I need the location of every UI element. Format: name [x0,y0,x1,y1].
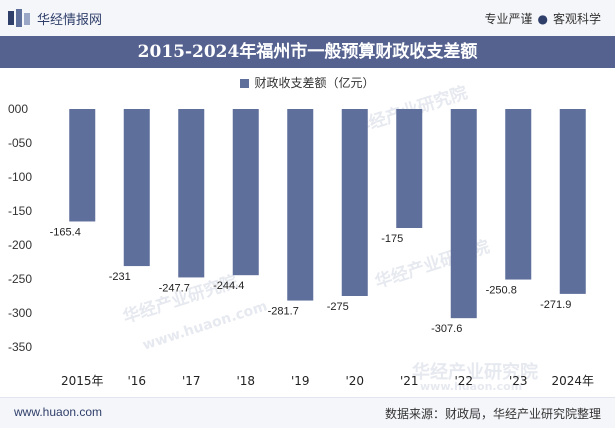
bar [396,109,423,228]
x-tick-label: 2024年 [551,374,594,388]
legend-swatch [240,79,250,88]
legend-label: 财政收支差额（亿元） [254,76,375,90]
bar [559,109,586,294]
bar [287,109,314,301]
x-tick-label: '19 [291,374,310,388]
y-tick-label: -250 [8,272,32,286]
data-label: -247.7 [159,282,190,294]
footer-bar: www.huaon.com 数据来源：财政局，华经产业研究院整理 [0,397,615,428]
tagline-right: 客观科学 [552,12,601,26]
tagline-left: 专业严谨 [484,12,533,26]
chart-title: 2015-2024年福州市一般预算财政收支差额 [0,36,615,68]
bar [341,109,368,296]
bar [505,109,532,280]
y-tick-label: 000 [8,102,28,116]
data-label: -244.4 [213,280,244,292]
data-label: -275 [327,301,349,313]
data-label: -281.7 [268,306,299,318]
data-label: -271.9 [540,299,571,311]
y-tick-label: -300 [8,306,32,320]
y-tick-label: -050 [8,136,32,150]
brand-name: 华经情报网 [37,13,103,28]
bar-chart: 000 -050 -100 -150 -200 -250 -300 -350 -165.4 201… [8,102,594,388]
x-tick-label: '17 [182,374,201,388]
data-label: -175 [381,233,403,245]
data-label: -165.4 [50,226,81,238]
bar [232,109,259,276]
bar [69,109,96,222]
y-tick-label: -100 [8,170,32,184]
x-tick-label: '22 [454,374,473,388]
bar [123,109,150,267]
data-label: -231 [109,271,131,283]
footer-url: www.huaon.com [14,405,103,419]
tagline: 专业严谨 ● 客观科学 [484,10,601,27]
bar [178,109,205,278]
x-tick-label: '23 [509,374,528,388]
y-tick-label: -150 [8,204,32,218]
huajing-logo-icon [8,9,30,27]
y-tick-label: -200 [8,238,32,252]
data-label: -307.6 [431,323,462,335]
y-tick-label: -350 [8,340,32,354]
x-tick-label: '20 [345,374,364,388]
data-label: -250.8 [486,285,517,297]
x-tick-label: '18 [236,374,255,388]
bar [450,109,477,319]
chart-legend: 财政收支差额（亿元） [0,74,615,91]
x-tick-label: '21 [400,374,419,388]
separator-dot-icon: ● [537,12,548,26]
x-tick-label: '16 [127,374,146,388]
footer-source: 数据来源：财政局，华经产业研究院整理 [384,407,601,421]
x-tick-label: 2015年 [61,374,104,388]
